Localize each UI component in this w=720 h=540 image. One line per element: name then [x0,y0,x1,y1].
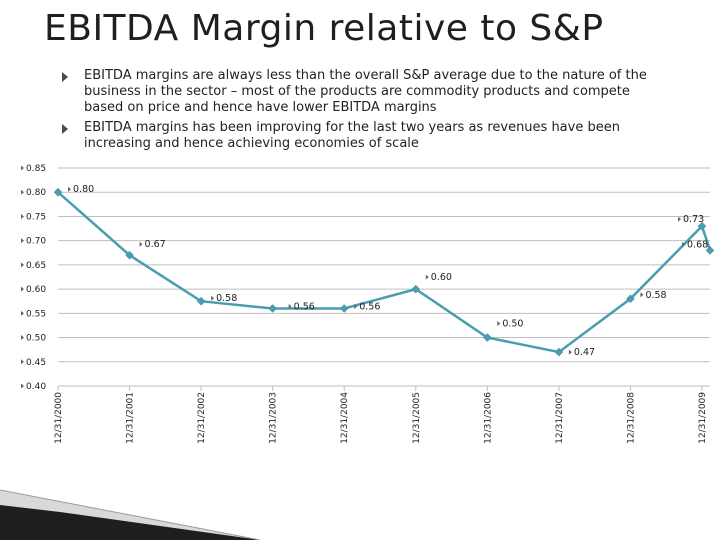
data-point-marker [705,246,715,255]
y-tick-bullet-icon [21,165,24,171]
data-label: 0.58 [645,290,666,301]
x-tick-label: 12/31/2007 [555,392,565,444]
y-tick-label: 0.75 [26,212,46,222]
y-tick-bullet-icon [21,213,24,219]
data-point-marker [196,296,206,306]
y-tick-label: 0.50 [26,334,46,344]
decorative-swoosh [0,489,260,540]
data-label: 0.56 [294,301,315,312]
y-tick-label: 0.55 [26,309,46,319]
data-point-marker [53,187,63,197]
y-tick-bullet-icon [21,335,24,341]
y-tick-label: 0.85 [26,164,46,174]
x-tick-label: 12/31/2003 [269,392,279,444]
y-tick-bullet-icon [21,238,24,244]
data-point-marker [411,284,421,294]
x-tick-label: 12/31/2005 [412,392,422,444]
data-point-marker [125,250,134,260]
data-label-bullet-icon [68,186,71,192]
data-label-bullet-icon [640,292,644,298]
data-label-bullet-icon [682,241,685,247]
data-label-bullet-icon [211,295,215,301]
data-point-marker [697,221,707,231]
y-tick-bullet-icon [21,262,24,268]
data-label-bullet-icon [568,349,572,355]
y-tick-label: 0.40 [26,382,46,392]
data-label-bullet-icon [354,303,358,309]
y-tick-bullet-icon [21,310,24,316]
data-point-marker [482,333,492,342]
y-tick-label: 0.65 [26,261,46,271]
bullet-list: EBITDA margins are always less than the … [62,68,672,156]
data-point-marker [554,347,564,357]
x-tick-label: 12/31/2006 [483,392,493,444]
triangle-bullet-icon [62,72,68,82]
data-label: 0.80 [73,184,94,195]
bullet-item: EBITDA margins has been improving for th… [62,120,672,152]
y-tick-bullet-icon [21,359,24,365]
data-label-bullet-icon [288,303,292,309]
y-tick-bullet-icon [21,189,24,195]
y-tick-label: 0.70 [26,237,46,247]
y-tick-label: 0.45 [26,358,46,368]
data-label-bullet-icon [139,241,143,247]
triangle-bullet-icon [62,124,68,134]
x-tick-label: 12/31/2000 [54,392,64,444]
y-tick-label: 0.60 [26,285,46,295]
data-label: 0.67 [145,239,166,250]
data-point-marker [626,294,635,304]
data-label-bullet-icon [425,274,429,280]
data-label: 0.50 [502,319,523,330]
data-label: 0.58 [216,293,237,304]
data-label: 0.56 [359,301,380,312]
x-tick-label: 12/31/2008 [626,392,636,444]
x-tick-label: 12/31/2002 [197,392,207,444]
y-tick-bullet-icon [21,383,24,389]
data-label: 0.73 [683,214,704,225]
bullet-item: EBITDA margins are always less than the … [62,68,672,116]
data-label: 0.60 [431,272,452,283]
data-label: 0.47 [574,347,595,358]
slide-title: EBITDA Margin relative to S&P [44,8,604,49]
data-point-marker [339,304,349,313]
x-tick-label: 12/31/2009 [698,392,708,444]
y-tick-label: 0.80 [26,188,46,198]
bullet-text: EBITDA margins are always less than the … [84,68,647,115]
data-label-bullet-icon [497,321,501,327]
bullet-text: EBITDA margins has been improving for th… [84,120,620,151]
y-tick-bullet-icon [21,286,24,292]
x-tick-label: 12/31/2001 [126,392,136,444]
data-label: 0.68 [687,239,708,250]
x-tick-label: 12/31/2004 [340,392,350,444]
data-label-bullet-icon [678,216,681,222]
data-point-marker [268,304,278,313]
